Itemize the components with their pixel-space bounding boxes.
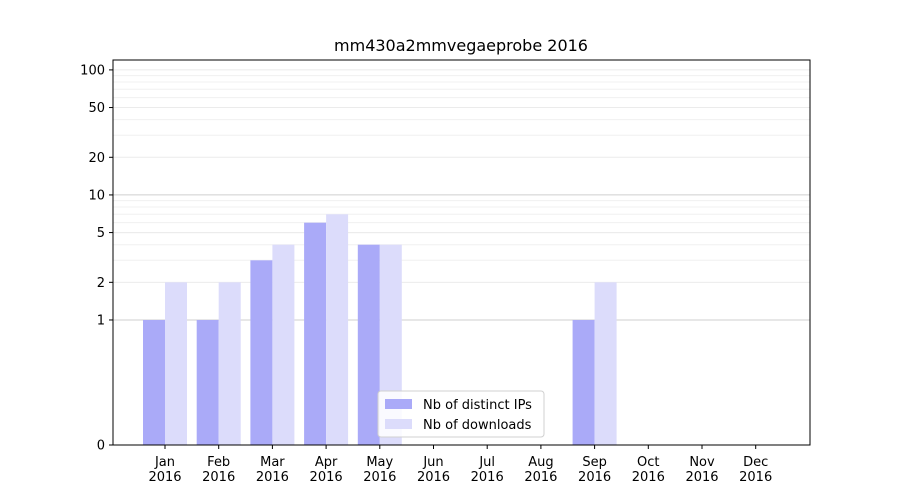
bar-distinct-ips — [572, 319, 595, 445]
chart-title: mm430a2mmvegaeprobe 2016 — [334, 36, 588, 55]
legend-swatch — [385, 419, 412, 429]
x-tick-label: Jan 2016 — [148, 455, 181, 485]
bar-downloads — [326, 214, 349, 445]
x-tick-label: Apr 2016 — [310, 455, 343, 485]
y-tick-label: 0 — [97, 439, 105, 454]
y-tick-label: 1 — [97, 313, 105, 328]
bar-downloads — [594, 282, 617, 445]
y-tick-label: 5 — [97, 226, 105, 241]
legend: Nb of distinct IPs Nb of downloads — [377, 390, 545, 438]
x-tick-label: Sep 2016 — [578, 455, 611, 485]
bar-downloads — [218, 282, 241, 445]
x-tick-label: Jul 2016 — [471, 455, 504, 485]
y-tick-label: 10 — [88, 188, 105, 203]
y-tick-label: 20 — [88, 151, 105, 166]
legend-box — [377, 390, 545, 438]
legend-label: Nb of distinct IPs — [423, 398, 532, 413]
x-tick-label: Nov 2016 — [685, 455, 718, 485]
bar-downloads — [272, 244, 295, 445]
x-tick-label: Mar 2016 — [256, 455, 289, 485]
bar-distinct-ips — [304, 222, 327, 445]
x-tick-label: Dec 2016 — [739, 455, 772, 485]
bar-distinct-ips — [143, 319, 165, 445]
y-tick-label: 2 — [97, 276, 105, 291]
x-tick-label: Oct 2016 — [632, 455, 665, 485]
y-tick-label: 50 — [88, 101, 105, 116]
x-tick-label: May 2016 — [363, 455, 396, 485]
plot-frame — [112, 59, 811, 446]
x-axis: Jan 2016 Feb 2016 Mar 2016 Apr 2016 May 2016 Jun 20… — [148, 445, 772, 485]
legend-swatch — [385, 399, 412, 409]
bar-downloads — [165, 282, 187, 445]
x-tick-label: Jun 2016 — [417, 455, 450, 485]
y-tick-label: 100 — [80, 63, 105, 78]
legend-label: Nb of downloads — [423, 418, 532, 433]
grid — [113, 69, 810, 321]
bar-distinct-ips — [250, 260, 273, 445]
x-tick-label: Aug 2016 — [524, 455, 557, 485]
bar-distinct-ips — [357, 244, 380, 445]
y-axis: 0 1 2 5 10 20 50 100 — [80, 63, 113, 454]
bar-distinct-ips — [196, 319, 219, 445]
x-tick-label: Feb 2016 — [202, 455, 235, 485]
